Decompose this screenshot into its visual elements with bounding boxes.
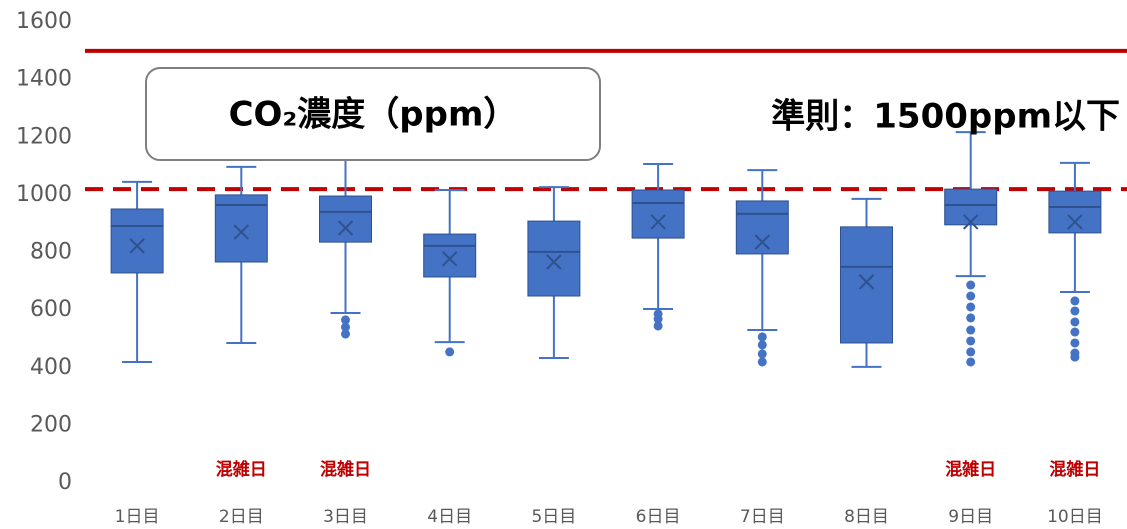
mean-marker	[337, 220, 354, 236]
box	[319, 195, 372, 243]
outlier	[653, 314, 663, 324]
y-tick-label: 400	[30, 355, 72, 380]
category-note: 混雑日	[320, 459, 371, 480]
x-tick-label: 2日目	[219, 507, 264, 527]
mean-marker	[1067, 214, 1083, 230]
outlier	[757, 332, 767, 342]
outlier	[341, 315, 350, 325]
mean-marker	[650, 214, 666, 230]
box	[110, 208, 164, 274]
box	[735, 200, 789, 255]
outlier	[1070, 338, 1080, 348]
outlier	[966, 357, 976, 367]
mean-marker	[858, 274, 875, 290]
box	[423, 233, 477, 278]
box	[214, 194, 268, 263]
y-tick-label: 1400	[16, 67, 72, 92]
category-note: 混雑日	[945, 459, 996, 480]
mean-marker	[441, 251, 458, 267]
y-tick-label: 1600	[16, 9, 72, 34]
x-tick-label: 3日目	[323, 507, 368, 527]
outlier	[966, 336, 976, 346]
outlier	[757, 349, 767, 359]
outlier	[966, 302, 976, 312]
mean-marker	[754, 234, 771, 250]
box	[631, 189, 685, 239]
box	[527, 220, 581, 297]
x-tick-label: 7日目	[740, 507, 785, 527]
mean-marker	[129, 238, 145, 254]
box	[840, 226, 893, 344]
y-tick-label: 800	[30, 240, 72, 265]
box	[944, 188, 998, 226]
outlier	[1070, 296, 1080, 306]
x-tick-label: 9日目	[948, 507, 993, 527]
y-tick-label: 200	[30, 412, 72, 437]
y-tick-label: 1000	[16, 182, 72, 207]
x-tick-label: 5日目	[531, 507, 576, 527]
outlier	[966, 291, 976, 301]
outlier	[341, 329, 350, 339]
outlier	[757, 357, 767, 367]
label-box	[145, 67, 601, 161]
outlier	[1070, 327, 1080, 337]
criterion: 準則：1500ppm以下	[771, 97, 1120, 137]
outlier	[445, 347, 455, 357]
outlier	[653, 321, 663, 331]
x-tick-label: 4日目	[427, 507, 472, 527]
label-box-text: CO₂濃度（ppm）	[229, 95, 518, 135]
y-tick-label: 0	[58, 470, 72, 495]
outlier	[1070, 306, 1080, 316]
x-tick-label: 1日目	[115, 507, 160, 527]
outlier	[1070, 352, 1080, 362]
x-tick-label: 6日目	[636, 507, 681, 527]
outlier	[966, 325, 976, 335]
y-tick-label: 1200	[16, 124, 72, 149]
category-note: 混雑日	[1049, 459, 1100, 480]
box	[1048, 190, 1102, 234]
outlier	[966, 347, 976, 357]
outlier	[341, 322, 350, 332]
mean-marker	[233, 224, 250, 240]
category-note: 混雑日	[216, 459, 267, 480]
outlier	[966, 280, 976, 290]
x-tick-label: 10日目	[1047, 507, 1103, 527]
outlier	[966, 313, 976, 323]
outlier	[1070, 317, 1080, 327]
x-tick-label: 8日目	[844, 507, 889, 527]
mean-marker	[546, 254, 562, 270]
y-tick-label: 600	[30, 297, 72, 322]
mean-marker	[962, 214, 979, 230]
outlier	[757, 340, 767, 350]
